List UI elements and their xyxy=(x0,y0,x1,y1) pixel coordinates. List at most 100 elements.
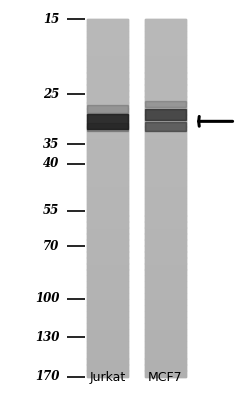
Bar xyxy=(145,72,186,79)
Bar xyxy=(87,275,128,282)
Bar xyxy=(145,293,186,299)
Bar xyxy=(145,335,186,341)
Bar xyxy=(87,364,128,371)
Bar xyxy=(145,101,186,107)
Bar xyxy=(145,346,186,353)
Bar xyxy=(145,210,186,216)
Bar xyxy=(145,364,186,371)
Bar xyxy=(87,144,128,150)
Bar xyxy=(145,239,186,246)
Bar xyxy=(87,132,128,138)
Bar xyxy=(145,180,186,186)
Bar xyxy=(145,257,186,264)
Bar xyxy=(145,55,186,61)
Bar xyxy=(87,168,128,174)
Bar xyxy=(145,49,186,55)
Bar xyxy=(145,84,186,91)
Bar xyxy=(145,358,186,365)
Bar xyxy=(87,293,128,299)
Bar xyxy=(87,102,128,109)
Bar xyxy=(145,31,186,37)
Bar xyxy=(87,156,128,162)
Bar xyxy=(87,90,128,97)
Bar xyxy=(87,162,128,168)
Bar xyxy=(87,245,128,252)
Bar xyxy=(87,78,128,85)
Bar xyxy=(87,263,128,270)
Bar xyxy=(145,109,186,120)
Bar xyxy=(87,323,128,329)
Bar xyxy=(145,269,186,276)
Bar xyxy=(145,132,186,138)
Text: 70: 70 xyxy=(43,240,59,253)
Bar xyxy=(87,43,128,49)
Bar xyxy=(145,156,186,162)
Bar xyxy=(145,43,186,49)
Bar xyxy=(87,239,128,246)
Bar xyxy=(145,66,186,73)
Text: 35: 35 xyxy=(43,138,59,150)
Bar xyxy=(87,108,128,114)
Bar xyxy=(87,120,128,126)
Bar xyxy=(87,122,128,131)
Text: 100: 100 xyxy=(35,292,59,305)
Bar xyxy=(145,228,186,234)
Bar xyxy=(87,216,128,222)
Bar xyxy=(87,60,128,67)
Bar xyxy=(87,222,128,228)
Bar xyxy=(87,66,128,73)
Bar xyxy=(87,210,128,216)
Bar xyxy=(87,37,128,43)
Bar xyxy=(87,305,128,311)
Bar xyxy=(145,150,186,156)
Text: 15: 15 xyxy=(43,13,59,26)
Bar xyxy=(145,245,186,252)
Bar xyxy=(87,341,128,347)
Bar xyxy=(145,305,186,311)
Bar xyxy=(87,114,128,129)
Bar xyxy=(145,323,186,329)
Text: MCF7: MCF7 xyxy=(148,371,183,384)
Bar xyxy=(145,216,186,222)
Bar xyxy=(87,106,128,112)
Bar xyxy=(87,49,128,55)
Bar xyxy=(87,228,128,234)
Bar xyxy=(145,37,186,43)
Text: 170: 170 xyxy=(35,370,59,383)
Bar xyxy=(145,120,186,126)
Bar xyxy=(145,299,186,305)
Bar xyxy=(145,90,186,97)
Bar xyxy=(87,96,128,103)
Bar xyxy=(87,204,128,210)
Bar xyxy=(145,198,186,204)
Bar xyxy=(87,287,128,293)
Bar xyxy=(87,198,128,204)
Bar xyxy=(87,114,128,120)
Bar xyxy=(145,263,186,270)
Bar xyxy=(145,19,186,25)
Bar xyxy=(145,329,186,335)
Bar xyxy=(145,144,186,150)
Bar xyxy=(145,311,186,317)
Bar xyxy=(145,352,186,359)
Bar xyxy=(145,281,186,287)
Bar xyxy=(87,329,128,335)
Bar xyxy=(87,55,128,61)
Bar xyxy=(87,192,128,198)
Bar xyxy=(145,317,186,323)
Bar xyxy=(145,126,186,132)
Bar xyxy=(145,341,186,347)
Bar xyxy=(87,31,128,37)
Bar xyxy=(145,287,186,293)
Bar xyxy=(145,114,186,120)
Bar xyxy=(87,251,128,258)
Bar xyxy=(87,138,128,144)
Bar xyxy=(145,233,186,240)
Bar xyxy=(145,204,186,210)
Bar xyxy=(145,222,186,228)
Bar xyxy=(87,358,128,365)
Bar xyxy=(87,269,128,276)
Text: 40: 40 xyxy=(43,157,59,170)
Bar xyxy=(145,174,186,180)
Bar xyxy=(145,108,186,114)
